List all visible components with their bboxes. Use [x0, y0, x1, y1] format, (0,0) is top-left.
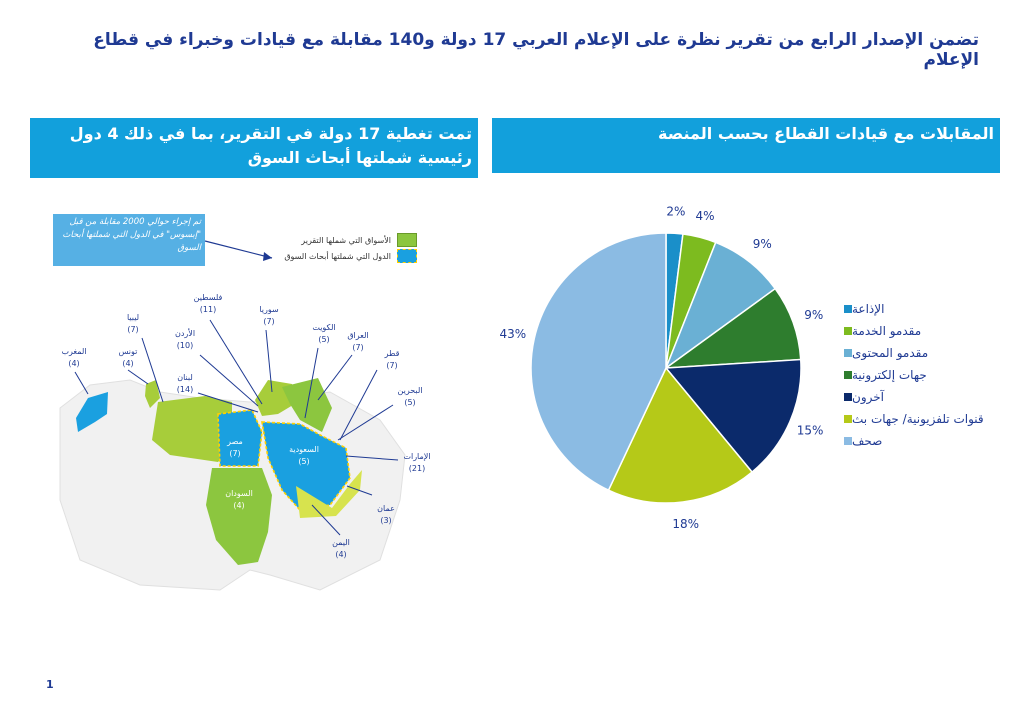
- pie-legend-item-4: آخرون: [838, 386, 1008, 408]
- pie-legend-label-0: الإذاعة: [852, 302, 885, 316]
- map-legend-swatch-covered: [397, 233, 417, 247]
- pie-legend-item-1: مقدمو الخدمة: [838, 320, 1008, 342]
- page-number: 1: [46, 678, 54, 691]
- country-label-oman: عمان (3): [377, 504, 395, 525]
- map-legend-label-research: الدول التي شملتها أبحاث السوق: [284, 251, 391, 261]
- country-label-morocco: المغرب (4): [61, 347, 87, 368]
- country-label-syria: سوريا (7): [259, 305, 279, 326]
- country-label-iraq: العراق (7): [347, 331, 369, 352]
- country-label-kuwait: الكويت (5): [312, 323, 336, 344]
- pie-legend-label-5: قنوات تلفزيونية/ جهات بث: [852, 412, 984, 426]
- pie-legend-label-4: آخرون: [852, 390, 884, 404]
- pie-legend-label-6: صحف: [852, 434, 883, 448]
- pie-data-label-2: 9%: [753, 237, 772, 251]
- pie-legend-label-3: جهات إلكترونية: [852, 368, 927, 382]
- pie-legend-swatch-4: [844, 393, 852, 401]
- pie-legend-label-1: مقدمو الخدمة: [852, 324, 922, 338]
- pie-slice-4: [664, 358, 802, 474]
- country-label-palestine: فلسطين (11): [193, 293, 223, 314]
- pie-panel-header: المقابلات مع قيادات القطاع بحسب المنصة: [492, 118, 1000, 173]
- pie-legend-item-3: جهات إلكترونية: [838, 364, 1008, 386]
- pie-data-label-3: 9%: [804, 308, 823, 322]
- pie-legend: الإذاعة مقدمو الخدمة مقدمو المحتوى جهات إلك…: [838, 298, 1008, 452]
- pie-legend-label-2: مقدمو المحتوى: [852, 346, 929, 360]
- pie-data-label-5: 18%: [672, 517, 699, 531]
- country-label-egypt: مصر (7): [227, 437, 243, 458]
- country-label-sudan: السودان (4): [225, 489, 253, 510]
- country-label-yemen: اليمن (4): [332, 538, 350, 559]
- country-label-lebanon: لبنان (14): [176, 373, 194, 394]
- pie-data-label-1: 4%: [696, 209, 715, 223]
- pie-legend-item-2: مقدمو المحتوى: [838, 342, 1008, 364]
- country-label-jordan: الأردن (10): [174, 329, 196, 350]
- country-label-bahrain: البحرين (5): [397, 386, 423, 407]
- pie-data-label-6: 43%: [499, 327, 526, 341]
- pie-legend-item-0: الإذاعة: [838, 298, 1008, 320]
- pie-legend-swatch-5: [844, 415, 852, 423]
- map-legend-swatch-research: [397, 249, 417, 263]
- map-legend-item-covered: الأسواق التي شملها التقرير: [277, 232, 417, 248]
- pie-slice-6: [530, 232, 667, 492]
- pie-legend-swatch-0: [844, 305, 852, 313]
- country-label-saudi: السعودية (5): [289, 445, 319, 466]
- map-legend-label-covered: الأسواق التي شملها التقرير: [301, 235, 391, 245]
- pie-slice-5: [607, 366, 754, 504]
- country-label-qatar: قطر (7): [384, 349, 400, 370]
- pie-legend-swatch-3: [844, 371, 852, 379]
- pie-legend-swatch-6: [844, 437, 852, 445]
- map-panel-header: تمت تغطية 17 دولة في التقرير، بما في ذلك…: [30, 118, 478, 178]
- country-label-tunisia: تونس (4): [118, 347, 138, 368]
- pie-legend-swatch-1: [844, 327, 852, 335]
- country-label-uae: الإمارات (21): [403, 452, 431, 473]
- pie-legend-item-5: قنوات تلفزيونية/ جهات بث: [838, 408, 1008, 430]
- pie-legend-swatch-2: [844, 349, 852, 357]
- country-label-libya: ليبيا (7): [126, 313, 140, 334]
- ipsos-note: تم إجراء حوالي 2000 مقابلة من قبل "إبسوس…: [53, 214, 205, 266]
- pie-data-label-0: 2%: [666, 204, 685, 218]
- pie-data-label-4: 15%: [797, 423, 824, 437]
- map-legend: الأسواق التي شملها التقرير الدول التي شم…: [277, 232, 417, 264]
- page-title: تضمن الإصدار الرابع من تقرير نظرة على ال…: [93, 30, 979, 70]
- map-legend-item-research: الدول التي شملتها أبحاث السوق: [277, 248, 417, 264]
- pie-legend-item-6: صحف: [838, 430, 1008, 452]
